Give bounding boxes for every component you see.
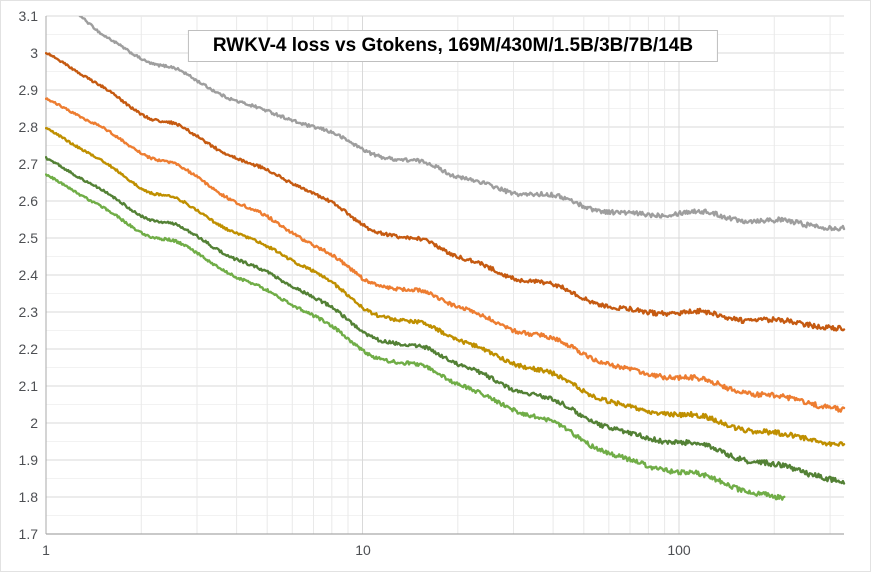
y-axis-tick-label: 1.9 — [18, 452, 38, 468]
y-axis-tick-label: 2.3 — [18, 304, 38, 320]
series-line-3B — [45, 127, 846, 447]
y-axis-tick-label: 1.8 — [18, 489, 38, 505]
y-axis-tick-label: 2.6 — [18, 193, 38, 209]
y-axis-tick-label: 2.5 — [18, 230, 38, 246]
x-axis-tick-label: 10 — [355, 542, 371, 558]
chart-title: RWKV-4 loss vs Gtokens, 169M/430M/1.5B/3… — [212, 35, 694, 56]
y-axis-tick-label: 2.7 — [18, 156, 38, 172]
series-line-1.5B — [45, 97, 846, 413]
y-axis-tick-label: 1.7 — [18, 526, 38, 542]
series-line-14B — [45, 173, 786, 501]
y-axis-tick-label: 3.1 — [18, 8, 38, 24]
y-axis-tick-label: 2.8 — [18, 119, 38, 135]
series-line-430M — [45, 52, 846, 332]
y-axis-tick-label: 2.9 — [18, 82, 38, 98]
y-axis-tick-label: 2.1 — [18, 378, 38, 394]
x-axis-tick-label: 1 — [42, 542, 50, 558]
series-line-169M — [78, 16, 846, 232]
chart-title-box: RWKV-4 loss vs Gtokens, 169M/430M/1.5B/3… — [187, 30, 719, 62]
x-axis-tick-label: 100 — [667, 542, 691, 558]
series-line-7B — [45, 156, 846, 485]
y-axis-tick-label: 2.2 — [18, 341, 38, 357]
y-axis-tick-label: 3 — [30, 45, 38, 61]
y-axis-tick-label: 2.4 — [18, 267, 38, 283]
y-axis-tick-label: 2 — [30, 415, 38, 431]
gridlines — [45, 15, 844, 535]
